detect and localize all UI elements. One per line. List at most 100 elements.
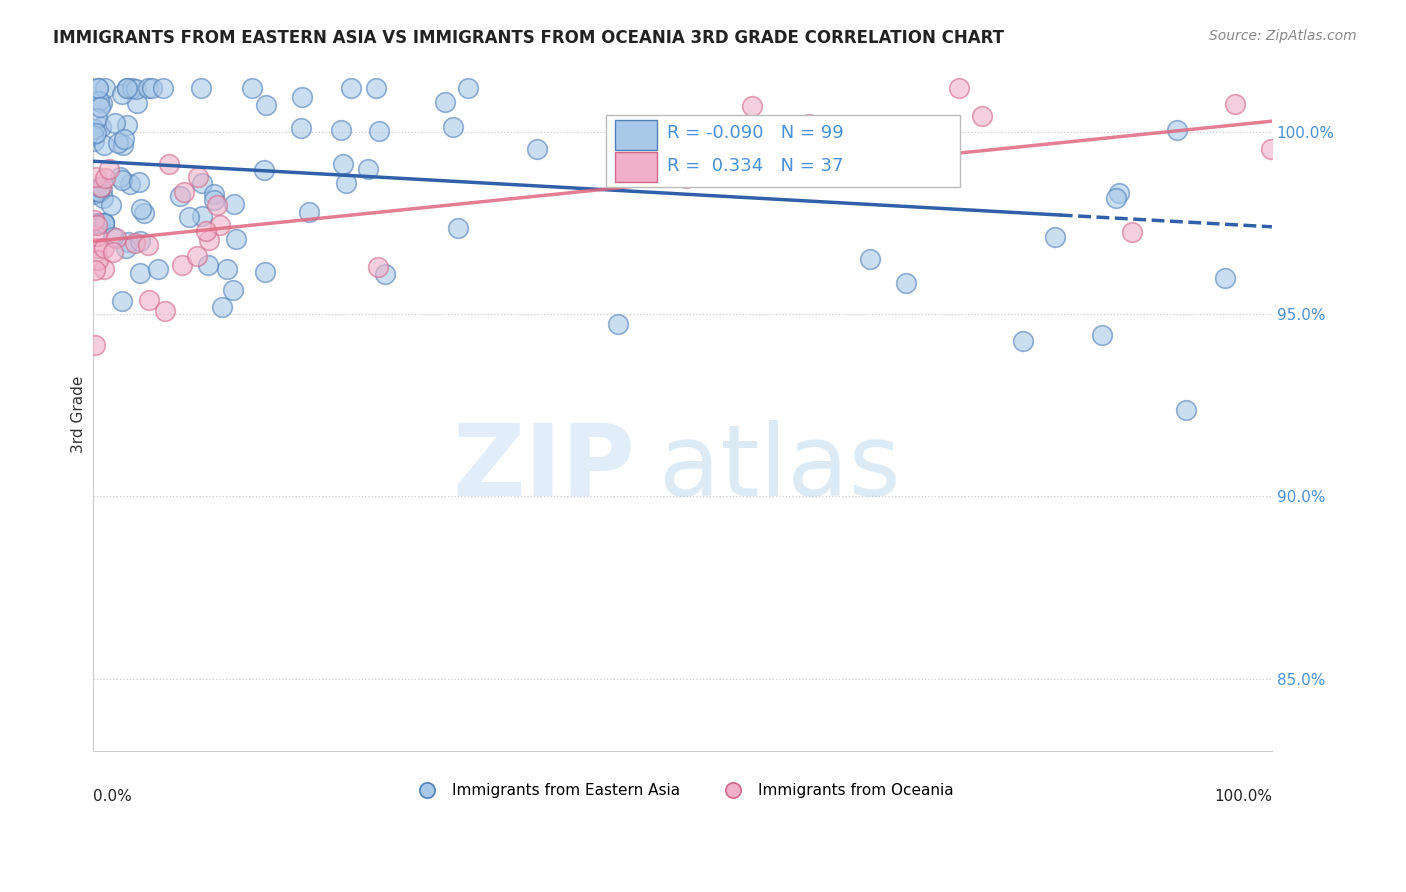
Point (82, 128, 104, 143)
Point (128, 176, 150, 190)
Point (191, 210, 214, 224)
Point (87, 252, 110, 267)
Point (215, 262, 238, 277)
Point (191, 176, 214, 190)
Point (859, 252, 882, 267)
Point (87, 216, 110, 230)
Point (186, 249, 208, 263)
Text: 100.0%: 100.0% (1213, 789, 1272, 804)
Point (211, 300, 233, 314)
Point (86, 81, 108, 95)
Point (290, 121, 312, 136)
Point (1108, 186, 1130, 201)
Point (90, 180, 112, 194)
Text: IMMIGRANTS FROM EASTERN ASIA VS IMMIGRANTS FROM OCEANIA 3RD GRADE CORRELATION CH: IMMIGRANTS FROM EASTERN ASIA VS IMMIGRAN… (53, 29, 1004, 46)
Point (86, 228, 108, 243)
Point (202, 193, 225, 207)
Point (157, 157, 180, 171)
Point (129, 234, 152, 248)
Point (83, 186, 105, 201)
Point (1174, 402, 1197, 417)
Point (364, 81, 387, 95)
Point (1260, 143, 1282, 157)
Point (208, 218, 231, 232)
Point (221, 283, 243, 297)
Point (225, 232, 247, 246)
Point (83, 122, 105, 136)
Point (368, 124, 391, 138)
Point (1166, 123, 1188, 137)
Point (197, 233, 219, 247)
Point (83, 212, 105, 227)
Point (972, 109, 994, 123)
Text: Source: ZipAtlas.com: Source: ZipAtlas.com (1209, 29, 1357, 43)
Point (93, 216, 115, 230)
Bar (616, 120, 657, 150)
Point (117, 81, 139, 95)
Point (125, 95, 148, 110)
Bar (616, 153, 657, 182)
Point (894, 276, 917, 290)
Point (129, 266, 152, 280)
Point (357, 161, 380, 176)
Point (89, 216, 111, 230)
Point (741, 99, 763, 113)
Point (675, 170, 697, 185)
Point (84, 126, 107, 140)
Point (86, 219, 108, 233)
Point (115, 118, 138, 132)
Point (117, 235, 139, 249)
Point (848, 153, 870, 167)
Point (87, 185, 110, 199)
Point (118, 178, 141, 192)
Point (93, 81, 115, 95)
Point (457, 81, 479, 95)
Point (91, 191, 114, 205)
Point (329, 123, 352, 137)
Point (136, 238, 159, 252)
Point (224, 197, 246, 211)
Point (148, 261, 170, 276)
Point (254, 98, 277, 112)
Point (111, 138, 134, 153)
Point (90, 120, 112, 135)
Point (93, 216, 115, 230)
Point (111, 294, 134, 309)
Point (373, 267, 395, 281)
Point (103, 230, 125, 244)
Point (108, 170, 131, 185)
Point (187, 170, 209, 185)
Point (177, 211, 200, 225)
Text: R = -0.090   N = 99: R = -0.090 N = 99 (668, 124, 844, 143)
Point (141, 81, 163, 95)
Point (111, 87, 134, 101)
Point (134, 206, 156, 220)
Point (86, 241, 108, 255)
FancyBboxPatch shape (606, 114, 959, 187)
Point (441, 120, 464, 135)
Point (84, 338, 107, 352)
Point (100, 198, 122, 212)
Point (1091, 327, 1114, 342)
Point (97, 162, 120, 177)
Point (332, 157, 354, 171)
Point (115, 241, 138, 255)
Point (197, 258, 219, 272)
Point (136, 81, 159, 95)
Point (252, 163, 274, 178)
Point (107, 136, 129, 151)
Point (93, 170, 115, 185)
Text: atlas: atlas (659, 420, 901, 516)
Point (86, 111, 108, 125)
Point (104, 116, 127, 130)
Point (169, 189, 191, 203)
Point (93, 138, 115, 153)
Point (526, 142, 548, 156)
Point (101, 244, 124, 259)
Point (706, 128, 728, 142)
Point (207, 198, 229, 212)
Point (83, 134, 105, 148)
Point (93, 216, 115, 230)
Text: R =  0.334   N = 37: R = 0.334 N = 37 (668, 157, 844, 175)
Y-axis label: 3rd Grade: 3rd Grade (72, 376, 86, 453)
